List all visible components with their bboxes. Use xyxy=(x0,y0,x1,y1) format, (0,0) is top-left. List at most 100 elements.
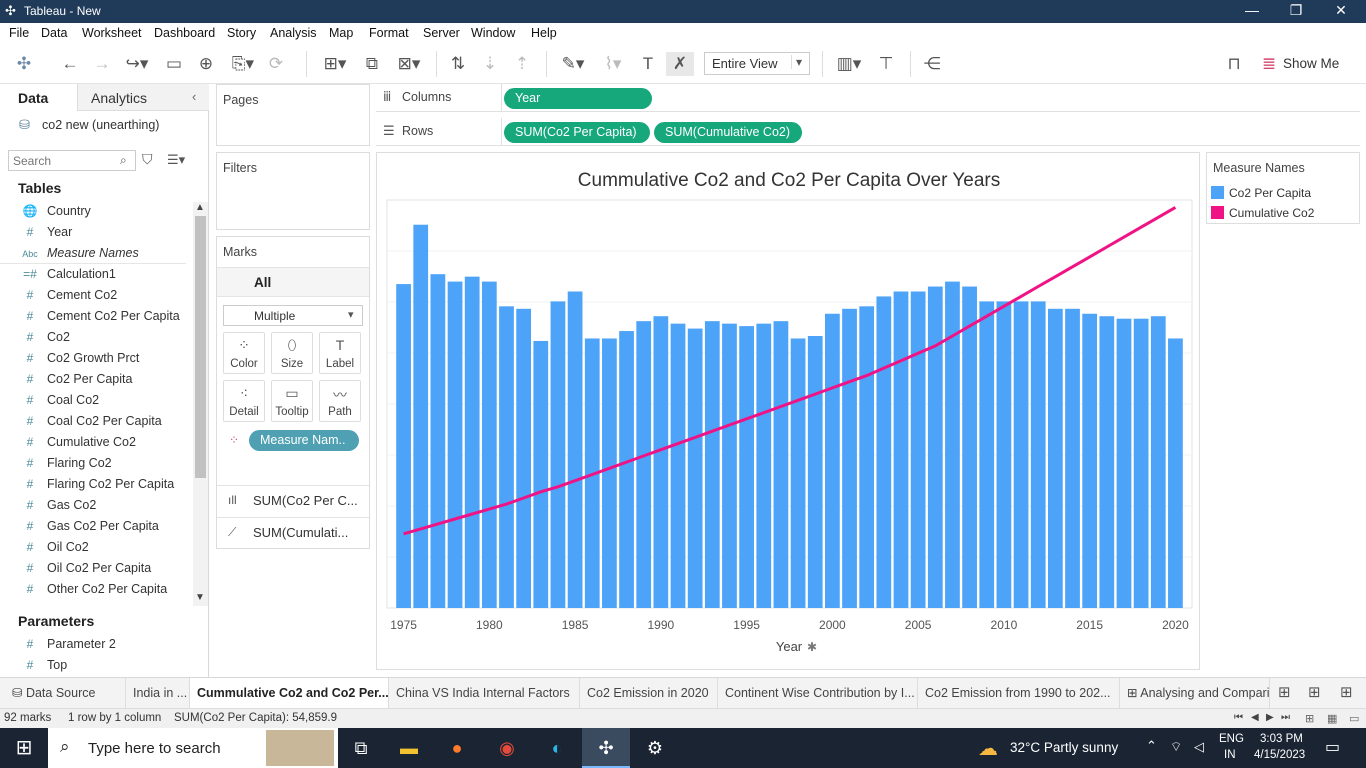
save-icon[interactable]: ▭ xyxy=(165,54,183,73)
sheet-tab[interactable]: Co2 Emission in 2020 xyxy=(580,678,718,709)
mark-layer-tab[interactable]: ıll SUM(Co2 Per C... xyxy=(217,485,369,516)
marks-color-button[interactable]: ⁘ Color xyxy=(223,332,265,374)
field-item[interactable]: Abc Measure Names xyxy=(0,243,186,264)
bar-2000[interactable] xyxy=(825,313,840,608)
field-item[interactable]: # Cumulative Co2 xyxy=(0,432,186,453)
rows-pill-co2-per-capita[interactable]: SUM(Co2 Per Capita) xyxy=(504,122,650,143)
paint-roller-icon[interactable]: ⊓ xyxy=(1227,54,1241,73)
collapse-icon[interactable]: ‹ xyxy=(192,89,197,104)
tab-data-source[interactable]: ⛁ Data Source xyxy=(5,678,126,709)
marks-size-button[interactable]: ⬯ Size xyxy=(271,332,313,374)
menu-format[interactable]: Format xyxy=(369,26,409,40)
datasource-name[interactable]: co2 new (unearthing) xyxy=(42,118,160,132)
bar-1996[interactable] xyxy=(756,323,772,608)
menu-dashboard[interactable]: Dashboard xyxy=(154,26,216,40)
menu-map[interactable]: Map xyxy=(329,26,354,40)
pause-updates-icon[interactable]: ⎘▾ xyxy=(231,54,255,73)
new-worksheet-icon[interactable]: ⊞▾ xyxy=(323,54,347,73)
bar-1998[interactable] xyxy=(790,338,806,608)
bar-2009[interactable] xyxy=(979,301,995,608)
tab-analytics[interactable]: Analytics ‹ xyxy=(77,84,209,111)
field-item[interactable]: # Flaring Co2 Per Capita xyxy=(0,474,186,495)
sort-desc-icon[interactable]: ⇡ xyxy=(514,54,530,73)
bar-2003[interactable] xyxy=(876,296,892,608)
language-primary[interactable]: ENG xyxy=(1219,733,1244,745)
field-item[interactable]: # Cement Co2 Per Capita xyxy=(0,306,186,327)
sheet-nav-next-icon[interactable]: ▶ xyxy=(1266,712,1274,723)
bar-1988[interactable] xyxy=(619,331,634,608)
rows-shelf[interactable]: ☰ Rows SUM(Co2 Per Capita) SUM(Cumulativ… xyxy=(376,118,1360,146)
scrollbar-thumb[interactable] xyxy=(195,216,206,478)
field-item[interactable]: # Gas Co2 xyxy=(0,495,186,516)
filter-icon[interactable]: ⛉ xyxy=(142,151,153,167)
chrome-icon[interactable]: ◉ xyxy=(499,738,515,758)
field-item[interactable]: # Gas Co2 Per Capita xyxy=(0,516,186,537)
bar-1980[interactable] xyxy=(481,281,497,608)
sheet-tab[interactable]: Cummulative Co2 and Co2 Per... xyxy=(190,678,389,709)
bar-2010[interactable] xyxy=(996,301,1012,608)
bar-2015[interactable] xyxy=(1082,313,1098,608)
bar-1977[interactable] xyxy=(430,274,446,608)
bar-1997[interactable] xyxy=(773,321,789,608)
sheet-tab[interactable]: Continent Wise Contribution by I... xyxy=(718,678,918,709)
sheet-tab[interactable]: China VS India Internal Factors xyxy=(389,678,580,709)
sheet-tab[interactable]: ⊞ Analysing and Compari xyxy=(1120,678,1270,709)
legend-item[interactable]: Cumulative Co2 xyxy=(1211,203,1357,223)
firefox-icon[interactable]: ● xyxy=(451,738,463,758)
menu-story[interactable]: Story xyxy=(227,26,257,40)
bar-2007[interactable] xyxy=(945,281,960,608)
field-item[interactable]: # Co2 Growth Prct xyxy=(0,348,186,369)
field-item[interactable]: # Oil Co2 Per Capita xyxy=(0,558,186,579)
bar-2001[interactable] xyxy=(842,308,857,608)
menu-server[interactable]: Server xyxy=(423,26,460,40)
menu-worksheet[interactable]: Worksheet xyxy=(82,26,142,40)
group-icon[interactable]: ⌇▾ xyxy=(604,54,622,73)
edge-icon[interactable]: ◐ xyxy=(551,738,563,758)
field-item[interactable]: # Year xyxy=(0,222,186,243)
new-story-icon[interactable]: ⊞ xyxy=(1340,684,1353,701)
pages-card[interactable]: Pages xyxy=(216,84,370,146)
sheet-tab[interactable]: Co2 Emission from 1990 to 202... xyxy=(918,678,1120,709)
mark-layer-tab[interactable]: ⟋ SUM(Cumulati... xyxy=(217,517,369,548)
redo-icon[interactable]: → xyxy=(93,54,111,73)
highlight-icon[interactable]: ✎▾ xyxy=(561,54,585,73)
bar-1994[interactable] xyxy=(722,323,737,608)
undo-icon[interactable]: ← xyxy=(61,54,79,73)
field-item[interactable]: # Co2 Per Capita xyxy=(0,369,186,390)
bar-1983[interactable] xyxy=(533,340,549,608)
bar-2012[interactable] xyxy=(1030,301,1046,608)
tray-chevron-icon[interactable]: ⌃ xyxy=(1146,738,1157,753)
minimize-button[interactable]: — xyxy=(1245,2,1259,18)
show-me-button[interactable]: Show Me xyxy=(1283,56,1340,71)
volume-icon[interactable]: ◁ xyxy=(1194,739,1204,754)
file-explorer-icon[interactable]: ▬ xyxy=(400,738,418,758)
pin-icon[interactable]: ✱ xyxy=(807,640,817,654)
tab-data[interactable]: Data xyxy=(0,84,77,112)
clock-date[interactable]: 4/15/2023 xyxy=(1254,749,1306,761)
field-item[interactable]: # Other Co2 Per Capita xyxy=(0,579,186,600)
fix-axes-icon[interactable]: ✗ xyxy=(666,52,694,76)
notifications-icon[interactable]: ▭ xyxy=(1325,739,1341,756)
task-view-icon[interactable]: ⧉ xyxy=(354,738,368,758)
show-labels-icon[interactable]: T xyxy=(642,54,654,73)
search-box[interactable]: ⌕ xyxy=(8,150,136,171)
view-options-icon[interactable]: ☰▾ xyxy=(167,152,186,167)
bar-1984[interactable] xyxy=(550,301,566,608)
columns-pill-year[interactable]: Year xyxy=(504,88,652,109)
field-item[interactable]: # Coal Co2 Per Capita xyxy=(0,411,186,432)
marks-path-button[interactable]: 〰 Path xyxy=(319,380,361,422)
bar-1981[interactable] xyxy=(499,306,514,608)
field-item[interactable]: # Cement Co2 xyxy=(0,285,186,306)
menu-data[interactable]: Data xyxy=(41,26,68,40)
bar-2005[interactable] xyxy=(910,291,926,608)
field-item[interactable]: 🌐 Country xyxy=(0,201,186,222)
language-secondary[interactable]: IN xyxy=(1224,749,1236,761)
bar-2018[interactable] xyxy=(1133,318,1149,608)
legend-item[interactable]: Co2 Per Capita xyxy=(1211,183,1357,203)
bar-2020[interactable] xyxy=(1168,338,1183,608)
field-item[interactable]: # Flaring Co2 xyxy=(0,453,186,474)
menu-file[interactable]: File xyxy=(9,26,30,40)
bar-2016[interactable] xyxy=(1099,316,1115,608)
bar-1989[interactable] xyxy=(636,321,652,608)
field-item[interactable]: # Coal Co2 xyxy=(0,390,186,411)
